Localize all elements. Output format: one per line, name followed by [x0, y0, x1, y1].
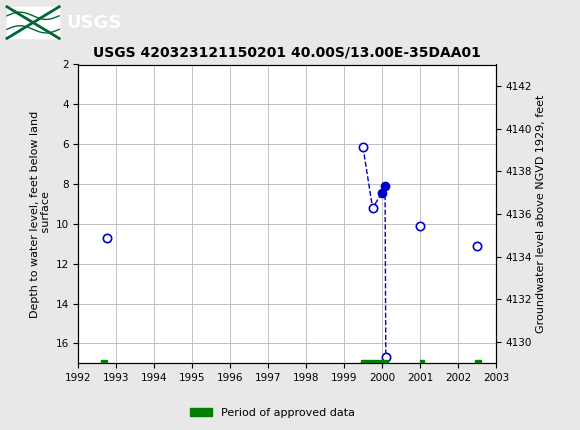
Bar [101, 360, 107, 370]
Y-axis label: Groundwater level above NGVD 1929, feet: Groundwater level above NGVD 1929, feet [536, 95, 546, 333]
Text: USGS: USGS [67, 14, 122, 31]
Bar [475, 360, 481, 370]
Bar [7, 7, 59, 38]
Title: USGS 420323121150201 40.00S/13.00E-35DAA01: USGS 420323121150201 40.00S/13.00E-35DAA… [93, 45, 481, 59]
Legend: Period of approved data: Period of approved data [186, 403, 360, 422]
Bar [420, 360, 424, 370]
Y-axis label: Depth to water level, feet below land
 surface: Depth to water level, feet below land su… [30, 111, 51, 317]
Bar [361, 360, 387, 370]
